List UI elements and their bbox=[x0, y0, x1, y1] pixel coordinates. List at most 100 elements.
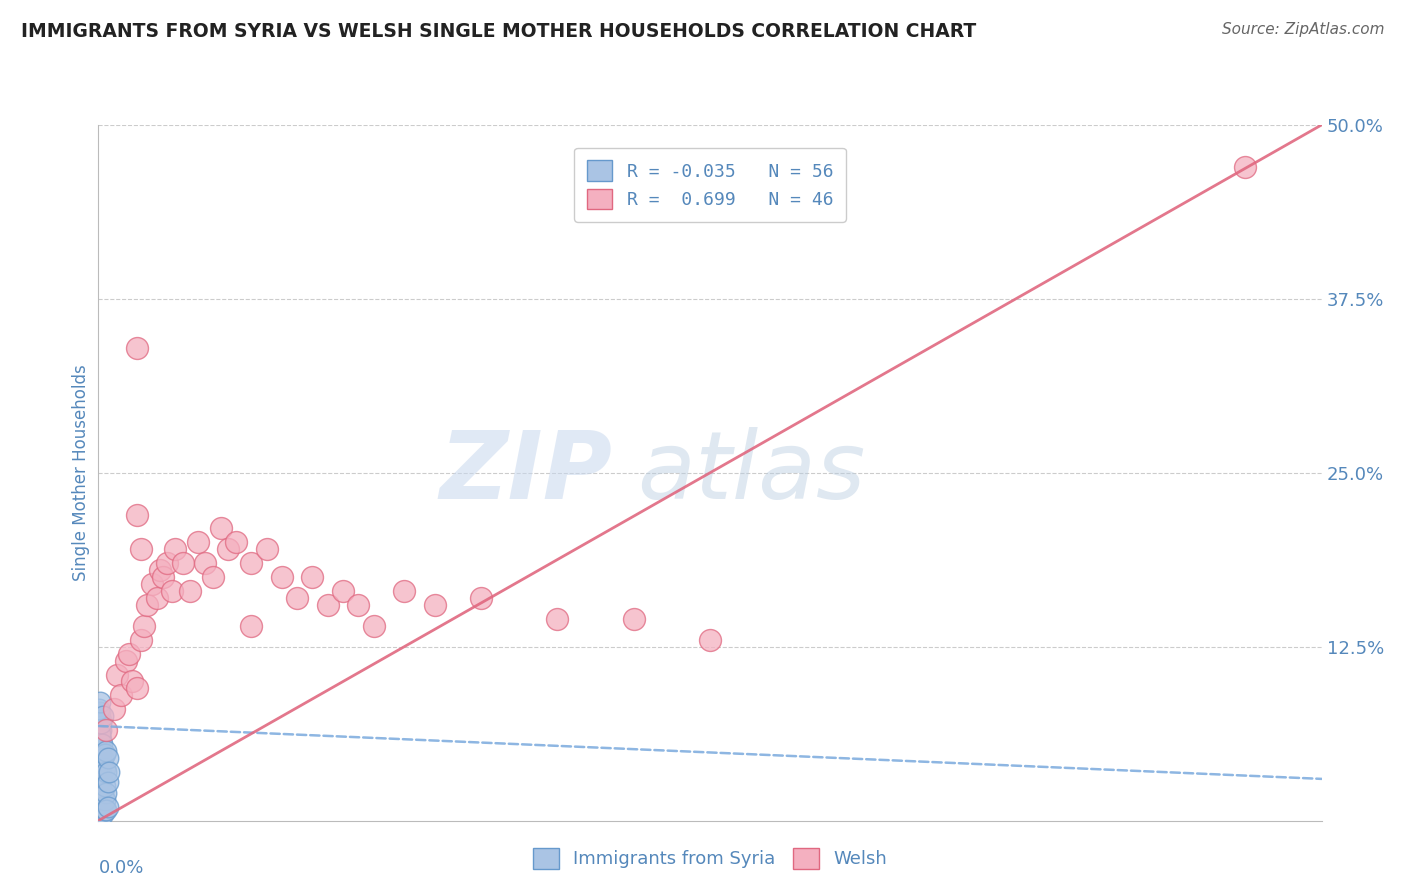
Point bbox=[105, 667, 128, 681]
Point bbox=[94, 764, 117, 779]
Point bbox=[89, 764, 111, 779]
Point bbox=[90, 774, 112, 789]
Point bbox=[125, 508, 148, 522]
Point bbox=[240, 619, 263, 633]
Point bbox=[152, 570, 174, 584]
Point bbox=[623, 612, 645, 626]
Point bbox=[89, 779, 111, 793]
Point bbox=[363, 619, 385, 633]
Point bbox=[115, 654, 138, 668]
Point bbox=[90, 733, 112, 747]
Point bbox=[90, 789, 112, 803]
Point bbox=[89, 783, 111, 797]
Point bbox=[89, 809, 111, 823]
Point bbox=[145, 591, 167, 605]
Point bbox=[301, 570, 323, 584]
Point bbox=[90, 716, 112, 731]
Point bbox=[392, 584, 416, 599]
Point bbox=[89, 793, 111, 807]
Text: atlas: atlas bbox=[637, 427, 865, 518]
Point bbox=[98, 764, 121, 779]
Point bbox=[94, 723, 117, 738]
Point bbox=[141, 577, 163, 591]
Point bbox=[90, 751, 112, 765]
Point bbox=[90, 805, 112, 820]
Point bbox=[121, 674, 143, 689]
Point bbox=[89, 755, 111, 769]
Point bbox=[209, 521, 232, 535]
Point bbox=[90, 761, 112, 775]
Point bbox=[89, 737, 111, 751]
Point bbox=[89, 705, 111, 719]
Point bbox=[156, 556, 179, 570]
Point bbox=[134, 619, 156, 633]
Point bbox=[94, 744, 117, 758]
Point bbox=[125, 681, 148, 696]
Text: IMMIGRANTS FROM SYRIA VS WELSH SINGLE MOTHER HOUSEHOLDS CORRELATION CHART: IMMIGRANTS FROM SYRIA VS WELSH SINGLE MO… bbox=[21, 22, 976, 41]
Point bbox=[129, 542, 152, 557]
Point bbox=[90, 714, 112, 728]
Point bbox=[202, 570, 225, 584]
Point bbox=[103, 702, 125, 716]
Point bbox=[118, 647, 141, 661]
Point bbox=[91, 709, 114, 723]
Point bbox=[89, 772, 111, 786]
Point bbox=[93, 803, 115, 817]
Point bbox=[89, 811, 111, 825]
Point bbox=[316, 598, 339, 612]
Point bbox=[94, 803, 117, 817]
Point bbox=[423, 598, 446, 612]
Point bbox=[217, 542, 239, 557]
Point bbox=[89, 730, 111, 744]
Point bbox=[93, 747, 115, 761]
Point bbox=[89, 786, 111, 800]
Point bbox=[90, 723, 112, 738]
Point bbox=[89, 758, 111, 772]
Point bbox=[91, 751, 114, 765]
Point bbox=[172, 556, 194, 570]
Text: Source: ZipAtlas.com: Source: ZipAtlas.com bbox=[1222, 22, 1385, 37]
Point bbox=[89, 797, 111, 811]
Point bbox=[89, 791, 111, 805]
Point bbox=[90, 769, 112, 783]
Point bbox=[699, 632, 721, 647]
Point bbox=[179, 584, 201, 599]
Legend: Immigrants from Syria, Welsh: Immigrants from Syria, Welsh bbox=[520, 835, 900, 881]
Point bbox=[91, 786, 114, 800]
Point bbox=[89, 719, 111, 733]
Point bbox=[91, 769, 114, 783]
Point bbox=[93, 779, 115, 793]
Text: 0.0%: 0.0% bbox=[98, 859, 143, 877]
Point bbox=[89, 803, 111, 817]
Point bbox=[347, 598, 370, 612]
Point bbox=[149, 563, 172, 577]
Point bbox=[93, 761, 115, 775]
Point bbox=[285, 591, 308, 605]
Point bbox=[97, 774, 120, 789]
Point bbox=[332, 584, 354, 599]
Point bbox=[97, 751, 120, 765]
Point bbox=[136, 598, 159, 612]
Point bbox=[94, 786, 117, 800]
Point bbox=[256, 542, 278, 557]
Point bbox=[187, 535, 209, 549]
Point bbox=[240, 556, 263, 570]
Text: ZIP: ZIP bbox=[439, 426, 612, 519]
Point bbox=[125, 341, 148, 355]
Point bbox=[89, 744, 111, 758]
Point bbox=[129, 632, 152, 647]
Point bbox=[1234, 160, 1257, 174]
Point bbox=[546, 612, 568, 626]
Point bbox=[225, 535, 247, 549]
Point bbox=[97, 799, 120, 814]
Point bbox=[110, 689, 132, 703]
Point bbox=[89, 747, 111, 761]
Point bbox=[90, 808, 112, 822]
Point bbox=[93, 793, 115, 807]
Point bbox=[89, 727, 111, 741]
Y-axis label: Single Mother Households: Single Mother Households bbox=[72, 365, 90, 581]
Point bbox=[91, 806, 114, 821]
Point bbox=[194, 556, 217, 570]
Point bbox=[89, 741, 111, 756]
Point bbox=[91, 737, 114, 751]
